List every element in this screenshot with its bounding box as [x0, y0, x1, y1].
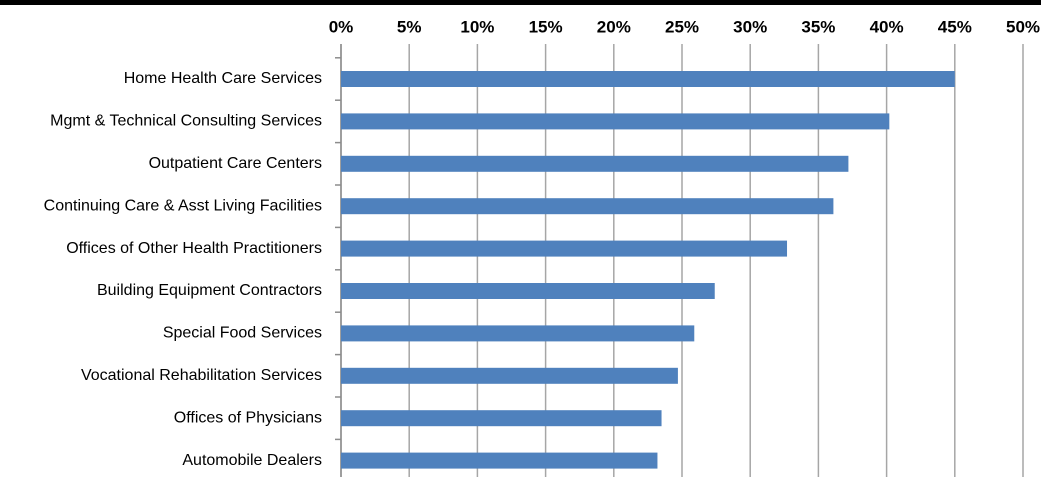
x-tick-label: 0%: [329, 17, 354, 36]
bar: [341, 325, 695, 342]
x-tick-label: 50%: [1006, 17, 1040, 36]
bar: [341, 155, 849, 172]
top-border: [0, 0, 1041, 5]
x-tick-label: 30%: [733, 17, 767, 36]
y-tick-label: Home Health Care Services: [124, 70, 322, 87]
y-tick-label: Continuing Care & Asst Living Facilities: [44, 197, 322, 214]
x-tick-label: 45%: [938, 17, 972, 36]
bar: [341, 240, 788, 257]
y-tick-label: Vocational Rehabilitation Services: [81, 367, 322, 384]
x-tick-label: 35%: [801, 17, 835, 36]
bar: [341, 452, 658, 469]
bar: [341, 113, 890, 130]
bar: [341, 283, 715, 299]
x-tick-label: 15%: [529, 17, 563, 36]
y-tick-label: Automobile Dealers: [182, 452, 322, 469]
y-tick-label: Mgmt & Technical Consulting Services: [50, 113, 322, 130]
bar: [341, 71, 955, 87]
y-tick-label: Offices of Other Health Practitioners: [66, 240, 322, 257]
x-tick-label: 40%: [870, 17, 904, 36]
bar: [341, 410, 662, 427]
y-tick-label: Special Food Services: [163, 325, 322, 342]
x-tick-label: 20%: [597, 17, 631, 36]
x-tick-label: 25%: [665, 17, 699, 36]
y-tick-label: Outpatient Care Centers: [149, 155, 322, 172]
bar: [341, 198, 834, 215]
y-tick-label: Building Equipment Contractors: [97, 282, 322, 299]
y-tick-label: Offices of Physicians: [174, 409, 322, 426]
x-tick-label: 5%: [397, 17, 422, 36]
x-tick-label: 10%: [460, 17, 494, 36]
bar: [341, 367, 678, 384]
